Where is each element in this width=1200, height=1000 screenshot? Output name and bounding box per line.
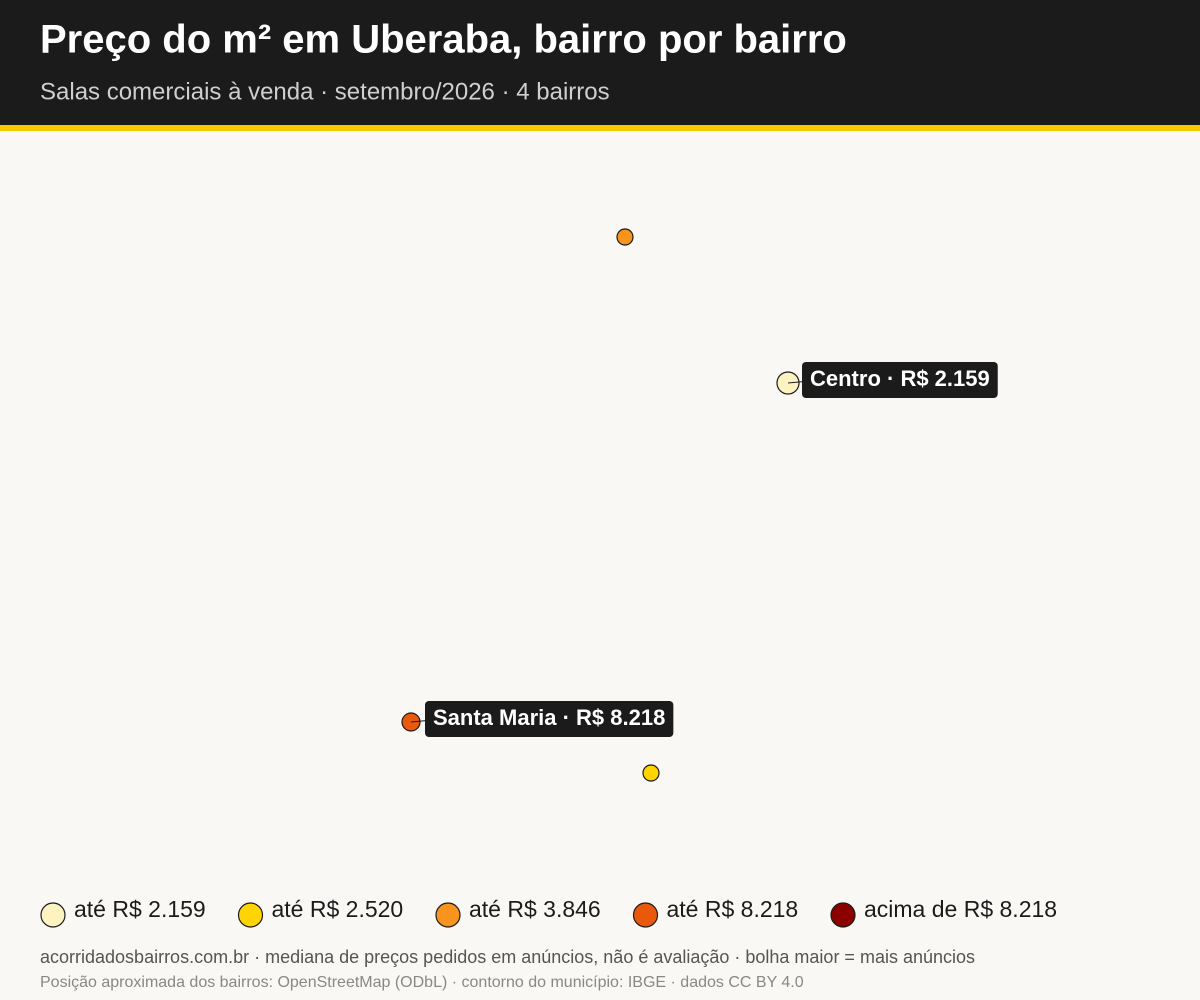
- bairro-label: Santa Maria · R$ 8.218: [433, 705, 665, 730]
- legend-swatch: [40, 902, 66, 928]
- legend-swatch: [435, 902, 461, 928]
- subtitle: Salas comerciais à venda · setembro/2026…: [40, 78, 610, 105]
- title: Preço do m² em Uberaba, bairro por bairr…: [40, 18, 847, 62]
- legend-label: até R$ 8.218: [667, 896, 799, 922]
- label-box: [802, 362, 998, 398]
- bairro-label: Centro · R$ 2.159: [810, 366, 990, 391]
- header-bar: [0, 0, 1200, 125]
- footer-source: Posição aproximada dos bairros: OpenStre…: [40, 974, 804, 991]
- footer-note: acorridadosbairros.com.br · mediana de p…: [40, 947, 975, 967]
- label-box: [425, 701, 674, 737]
- legend-swatch: [632, 902, 659, 928]
- legend-label: até R$ 2.159: [74, 896, 206, 922]
- legend-label: acima de R$ 8.218: [864, 896, 1057, 922]
- bairro-bubble: [642, 764, 660, 782]
- bairro-bubble: [616, 228, 634, 246]
- header-stripe: [0, 125, 1200, 131]
- legend-swatch: [830, 902, 856, 928]
- legend-swatch: [237, 902, 264, 928]
- legend-label: até R$ 2.520: [272, 896, 404, 922]
- legend-label: até R$ 3.846: [469, 896, 601, 922]
